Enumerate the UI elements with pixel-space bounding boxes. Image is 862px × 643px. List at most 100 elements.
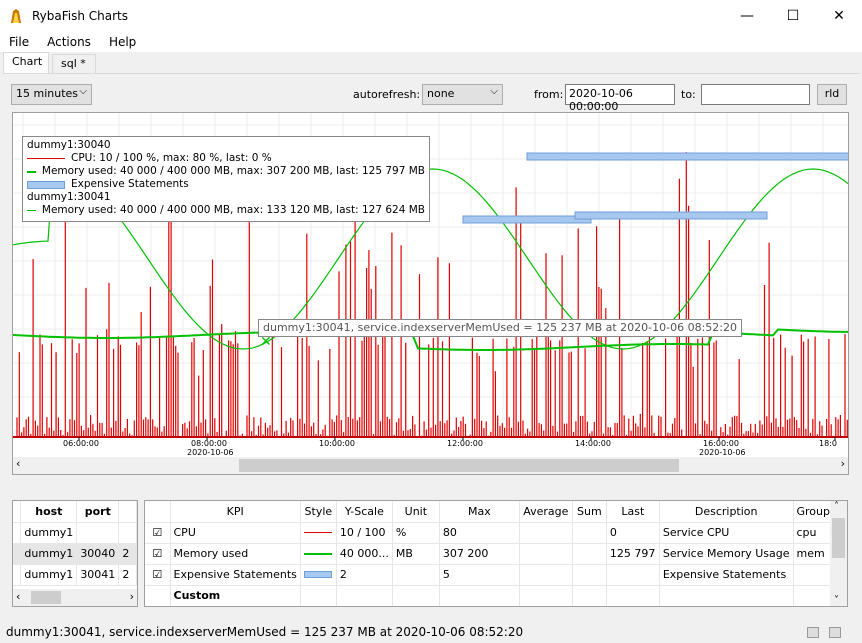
- group-cell: [793, 564, 834, 586]
- x-tick-label: 12:00:00: [447, 439, 483, 448]
- table-row[interactable]: dummy1 30041 2: [13, 564, 137, 586]
- from-label: from:: [534, 88, 564, 101]
- from-input[interactable]: 2020-10-06 00:00:00: [565, 84, 675, 113]
- table-row[interactable]: ☑ Expensive Statements 2 5 Expensive Sta…: [145, 564, 834, 586]
- scroll-right-icon[interactable]: ›: [840, 457, 845, 470]
- legend-host-30040: dummy1:30040: [27, 139, 111, 151]
- app-fish-icon: [11, 8, 21, 23]
- kpi-table: KPI Style Y-Scale Unit Max Average Sum L…: [144, 500, 848, 607]
- legend-expensive: Expensive Statements: [27, 178, 425, 191]
- x-tick-label: 06:00:00: [63, 439, 99, 448]
- kpi-checkbox[interactable]: ☑: [145, 564, 171, 586]
- to-input[interactable]: [701, 84, 810, 105]
- status-indicator-2: [829, 627, 841, 638]
- header-kpi[interactable]: KPI: [170, 501, 301, 523]
- kpi-name: Memory used: [170, 543, 301, 565]
- yscale-cell[interactable]: 40 000...: [336, 543, 393, 565]
- cpu-line-swatch: [27, 158, 65, 159]
- host-table-header-extra: [118, 501, 137, 523]
- header-port[interactable]: port: [76, 501, 120, 523]
- table-row[interactable]: ☑ Memory used 40 000... MB 307 200 125 7…: [145, 543, 834, 565]
- avg-cell: [519, 522, 573, 544]
- menu-actions[interactable]: Actions: [47, 34, 91, 49]
- scroll-thumb[interactable]: [832, 518, 845, 558]
- cpu-series: [16, 152, 848, 437]
- x-tick-label: 16:00:00: [703, 439, 739, 448]
- header-yscale[interactable]: Y-Scale: [336, 501, 393, 523]
- host-table-header-corner: [13, 501, 22, 523]
- title-bar: RybaFish Charts — ☐ ✕: [0, 0, 862, 31]
- description-cell: Expensive Statements: [659, 564, 794, 586]
- kpi-name: CPU: [170, 522, 301, 544]
- description-cell: Service Memory Usage: [659, 543, 794, 565]
- avg-cell: [519, 564, 573, 586]
- scroll-left-icon[interactable]: ‹: [16, 590, 21, 603]
- chevron-down-icon: ⌵: [79, 86, 87, 97]
- max-cell: 5: [439, 564, 520, 586]
- scroll-right-icon[interactable]: ›: [129, 590, 134, 603]
- header-last[interactable]: Last: [606, 501, 660, 523]
- host-table: host port dummy1 dummy1 30040 2 dummy1 3…: [12, 500, 138, 607]
- chart-canvas[interactable]: 06:00:00 08:00:00 10:00:00 12:00:00 14:00:00…: [13, 113, 848, 458]
- autorefresh-select[interactable]: none ⌵: [422, 84, 503, 105]
- maximize-button[interactable]: ☐: [786, 7, 800, 24]
- yscale-cell[interactable]: 10 / 100: [336, 522, 393, 544]
- last-cell: 125 797: [606, 543, 660, 565]
- header-style[interactable]: Style: [300, 501, 337, 523]
- host-cell: dummy1: [20, 522, 78, 544]
- tab-chart[interactable]: Chart: [3, 52, 49, 74]
- close-button[interactable]: ✕: [833, 7, 845, 24]
- extra-cell: [118, 522, 137, 544]
- memory-series-30040: [13, 328, 848, 351]
- legend-cpu-text: CPU: 10 / 100 %, max: 80 %, last: 0 %: [71, 152, 272, 164]
- sum-cell: [572, 522, 607, 544]
- chart-area[interactable]: 06:00:00 08:00:00 10:00:00 12:00:00 14:00:00…: [12, 112, 849, 475]
- table-row[interactable]: ☑ CPU 10 / 100 % 80 0 Service CPU cpu: [145, 522, 834, 544]
- scroll-up-icon[interactable]: ˄: [834, 501, 839, 512]
- expensive-statements-series: [462, 152, 848, 224]
- scroll-left-icon[interactable]: ‹: [16, 457, 21, 470]
- group-cell: cpu: [793, 522, 834, 544]
- header-max[interactable]: Max: [439, 501, 520, 523]
- header-sum[interactable]: Sum: [572, 501, 607, 523]
- reload-button[interactable]: rld: [817, 84, 847, 105]
- chart-horizontal-scrollbar[interactable]: ‹ ›: [13, 457, 848, 474]
- unit-cell: MB: [392, 543, 440, 565]
- last-cell: [606, 564, 660, 586]
- kpi-checkbox[interactable]: ☑: [145, 522, 171, 544]
- scroll-thumb[interactable]: [31, 591, 61, 604]
- header-average[interactable]: Average: [519, 501, 573, 523]
- header-unit[interactable]: Unit: [392, 501, 440, 523]
- extra-cell: 2: [118, 543, 137, 565]
- scroll-thumb[interactable]: [239, 459, 679, 472]
- tab-sql[interactable]: sql *: [52, 54, 96, 74]
- expensive-bar-swatch: [27, 180, 65, 189]
- kpi-name: Expensive Statements: [170, 564, 301, 586]
- kpi-vertical-scrollbar[interactable]: ˄ ˅: [830, 501, 847, 606]
- group-cell: mem: [793, 543, 834, 565]
- header-host[interactable]: host: [20, 501, 78, 523]
- port-cell: [76, 522, 120, 544]
- table-row[interactable]: Custom: [145, 585, 834, 606]
- menu-help[interactable]: Help: [108, 34, 137, 49]
- to-label: to:: [681, 88, 696, 101]
- highlight-marker: ✕: [260, 334, 272, 350]
- host-cell: dummy1: [20, 564, 78, 586]
- table-row[interactable]: dummy1 30040 2: [13, 543, 137, 565]
- table-row[interactable]: dummy1: [13, 522, 137, 544]
- menu-file[interactable]: File: [9, 34, 30, 49]
- range-select[interactable]: 15 minutes ⌵: [11, 84, 92, 105]
- header-group[interactable]: Group: [793, 501, 834, 523]
- minimize-button[interactable]: —: [740, 7, 754, 24]
- kpi-checkbox[interactable]: ☑: [145, 543, 171, 565]
- legend-mem2: Memory used: 40 000 / 400 000 MB, max: 1…: [27, 204, 425, 217]
- scroll-down-icon[interactable]: ˅: [834, 595, 839, 606]
- yscale-cell[interactable]: 2: [336, 564, 393, 586]
- host-horizontal-scrollbar[interactable]: ‹ ›: [13, 589, 137, 606]
- legend-mem2-text: Memory used: 40 000 / 400 000 MB, max: 1…: [41, 204, 425, 216]
- style-cell: [300, 543, 337, 565]
- legend-cpu: CPU: 10 / 100 %, max: 80 %, last: 0 %: [27, 152, 425, 165]
- last-cell: 0: [606, 522, 660, 544]
- header-description[interactable]: Description: [659, 501, 794, 523]
- legend-host-30041: dummy1:30041: [27, 191, 111, 203]
